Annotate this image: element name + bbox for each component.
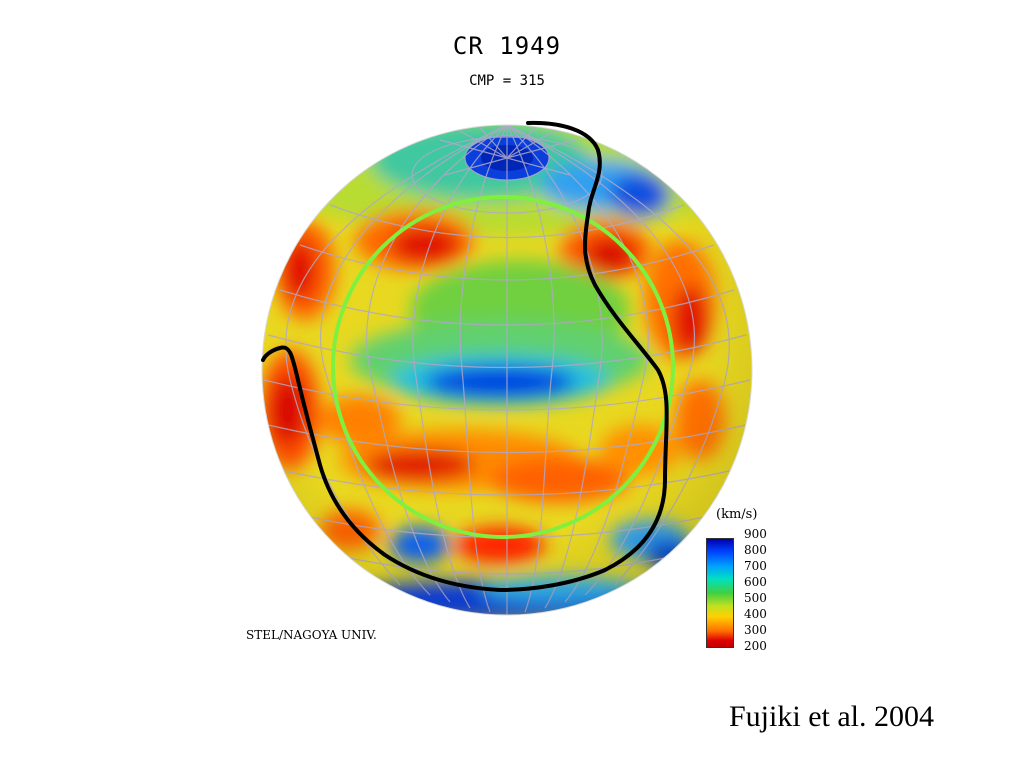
citation: Fujiki et al. 2004 <box>729 700 934 733</box>
colorbar-label: 800 <box>744 543 767 557</box>
colorbar-label: 400 <box>744 607 767 621</box>
map-subtitle: CMP = 315 <box>469 73 545 89</box>
colorbar-label: 200 <box>744 639 767 653</box>
colorbar-unit: (km/s) <box>716 507 758 522</box>
colorbar-label: 600 <box>744 575 767 589</box>
green-reference-circle <box>331 195 675 539</box>
colorbar-label: 500 <box>744 591 767 605</box>
credit-label: STEL/NAGOYA UNIV. <box>246 628 377 642</box>
colorbar-label: 700 <box>744 559 767 573</box>
neutral-line <box>261 120 669 592</box>
colorbar <box>706 538 734 648</box>
colorbar-label: 900 <box>744 527 767 541</box>
map-title: CR 1949 <box>452 32 562 60</box>
colorbar-labels: 900 800 700 600 500 400 300 200 <box>744 528 767 652</box>
colorbar-label: 300 <box>744 623 767 637</box>
